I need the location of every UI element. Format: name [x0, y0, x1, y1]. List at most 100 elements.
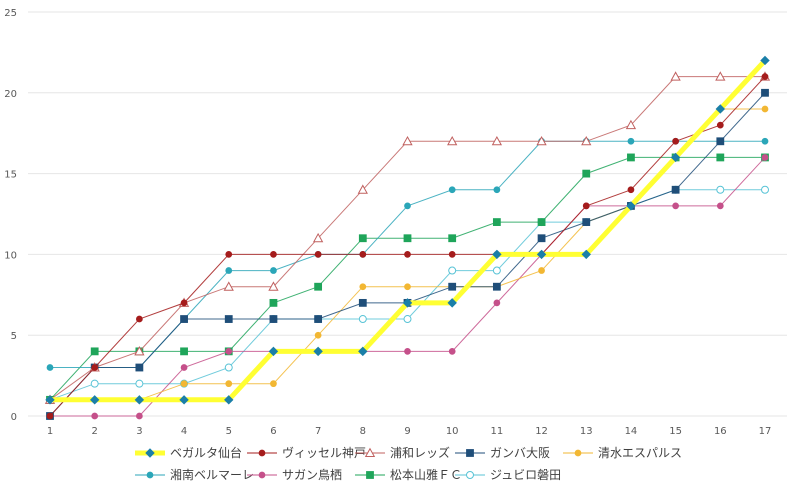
- y-tick-label: 5: [11, 331, 17, 342]
- data-point: [491, 135, 503, 146]
- data-point: [402, 135, 413, 146]
- data-point: [180, 380, 188, 388]
- data-point: [134, 346, 145, 356]
- data-point: [46, 364, 54, 371]
- data-point: [672, 202, 680, 210]
- data-point: [761, 137, 769, 145]
- y-tick-label: 0: [11, 412, 17, 423]
- data-point: [715, 71, 726, 81]
- grid-lines: [28, 11, 787, 417]
- x-tick-label: 5: [226, 426, 232, 437]
- y-tick-label: 25: [4, 8, 17, 19]
- data-point: [46, 412, 54, 420]
- data-point: [447, 298, 457, 308]
- data-point: [403, 315, 412, 324]
- y-tick-label: 15: [4, 170, 17, 181]
- data-point: [716, 121, 724, 129]
- data-point: [358, 234, 367, 243]
- series-9: [46, 185, 769, 404]
- data-point: [358, 346, 368, 357]
- data-point: [314, 251, 322, 258]
- data-point: [180, 299, 188, 307]
- data-point: [359, 283, 367, 291]
- data-point: [258, 449, 266, 457]
- x-tick-label: 14: [625, 426, 638, 437]
- data-point: [448, 282, 457, 291]
- data-point: [448, 251, 456, 258]
- data-point: [312, 232, 324, 243]
- data-point: [670, 152, 681, 163]
- x-tick-label: 11: [491, 426, 504, 437]
- legend-label: 湘南ベルマーレ: [170, 467, 254, 482]
- data-point: [90, 379, 99, 388]
- data-point: [760, 55, 770, 66]
- x-tick-label: 6: [270, 426, 276, 437]
- data-point: [761, 73, 769, 81]
- data-point: [146, 471, 154, 479]
- x-tick-label: 8: [360, 426, 366, 437]
- data-point: [225, 267, 233, 274]
- data-point: [145, 448, 155, 458]
- legend-item: 清水エスパルス: [563, 446, 682, 460]
- data-point: [403, 234, 412, 243]
- data-point: [670, 71, 681, 81]
- data-point: [627, 186, 635, 194]
- data-point: [269, 315, 278, 323]
- data-point: [493, 186, 501, 194]
- legend-label: ヴィッセル神戸: [282, 445, 366, 460]
- legend-label: サガン鳥栖: [282, 467, 342, 482]
- data-point: [671, 185, 680, 194]
- x-tick-label: 16: [714, 426, 727, 437]
- data-point: [224, 315, 233, 323]
- data-point: [761, 154, 769, 161]
- x-tick-label: 10: [446, 426, 459, 437]
- data-point: [582, 218, 591, 226]
- data-point: [225, 380, 233, 388]
- data-point: [135, 363, 144, 372]
- series-line: [49, 189, 765, 401]
- data-point: [134, 395, 145, 405]
- data-point: [715, 104, 726, 114]
- data-point: [404, 283, 411, 291]
- data-point: [359, 251, 367, 258]
- data-point: [492, 282, 501, 291]
- data-point: [90, 347, 99, 356]
- legend-item: サガン鳥栖: [247, 467, 342, 482]
- data-point: [91, 412, 99, 420]
- data-point: [448, 186, 456, 194]
- x-tick-label: 12: [535, 426, 548, 437]
- data-point: [448, 266, 457, 275]
- x-tick-label: 7: [315, 426, 321, 437]
- data-point: [314, 331, 322, 339]
- series-3: [44, 71, 771, 404]
- data-point: [493, 299, 501, 307]
- data-point: [180, 347, 188, 356]
- legend-item: 湘南ベルマーレ: [135, 467, 254, 482]
- data-point: [492, 266, 501, 275]
- data-point: [179, 395, 189, 405]
- data-point: [270, 251, 277, 258]
- data-point: [268, 281, 279, 291]
- x-tick-label: 1: [47, 426, 53, 437]
- data-point: [627, 153, 635, 162]
- data-point: [448, 347, 456, 355]
- y-tick-label: 10: [4, 250, 17, 261]
- data-point: [448, 234, 457, 243]
- data-point: [314, 282, 323, 291]
- data-point: [761, 88, 769, 97]
- data-point: [135, 412, 143, 420]
- series-1: [45, 55, 770, 405]
- data-point: [270, 380, 277, 388]
- data-point: [357, 184, 368, 194]
- legend-label: 清水エスパルス: [598, 446, 682, 460]
- data-point: [537, 218, 546, 226]
- data-point: [135, 315, 143, 323]
- legend-label: ベガルタ仙台: [170, 445, 242, 460]
- data-point: [672, 137, 680, 145]
- data-point: [574, 449, 582, 457]
- data-point: [447, 135, 458, 146]
- legend-item: ガンバ大阪: [455, 446, 550, 460]
- data-point: [716, 153, 725, 162]
